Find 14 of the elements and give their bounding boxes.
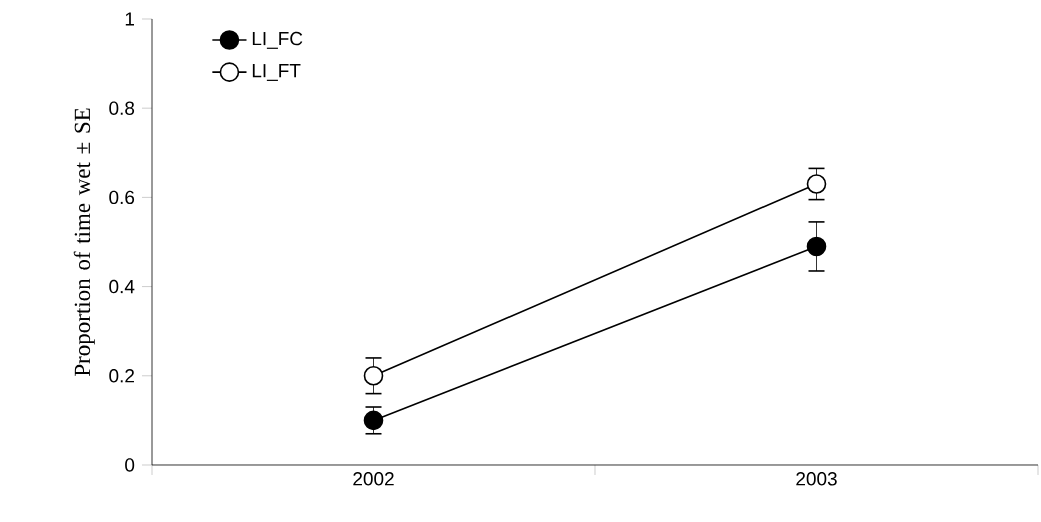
x-tick-label: 2003 (796, 472, 837, 486)
point (363, 365, 384, 386)
point (806, 174, 827, 194)
y-tick-label: 1 (125, 12, 134, 26)
y-tick-label: 0.6 (109, 190, 135, 205)
y-axis-title: Proportion of time wet ± SE (73, 108, 95, 377)
legend-label: LI_FC (252, 31, 303, 49)
y-tick-label: 0.2 (109, 369, 134, 383)
y-tick-label: 0 (125, 458, 135, 472)
point (806, 236, 827, 257)
x-tick-label: 2002 (353, 472, 394, 486)
y-tick-label: 0.8 (109, 101, 135, 115)
legend-label: LI_FT (252, 64, 301, 81)
y-tick-label: 0.4 (109, 279, 135, 294)
